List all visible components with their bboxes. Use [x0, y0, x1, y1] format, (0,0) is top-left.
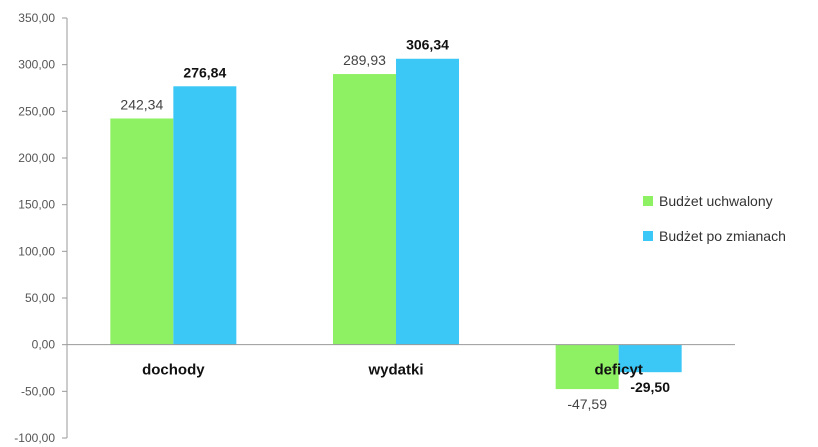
y-tick-label: 50,00 [25, 291, 55, 305]
y-tick-label: 350,00 [18, 11, 55, 25]
value-labels: 242,34 289,93 -47,59 276,84 306,34 -29,50 [120, 37, 670, 412]
bar-deficyt-series-0 [555, 344, 619, 390]
y-tick-label: 150,00 [18, 198, 55, 212]
legend-swatch [643, 196, 653, 206]
legend-label: Budżet uchwalony [659, 193, 773, 209]
value-label: 306,34 [406, 37, 449, 53]
y-tick-label: 0,00 [32, 338, 56, 352]
bars [110, 58, 682, 390]
y-tick-label: 100,00 [18, 244, 55, 258]
value-label: 242,34 [120, 96, 163, 112]
category-label: wydatki [367, 362, 423, 379]
bar-deficyt-series-1 [618, 344, 682, 373]
value-label: 289,93 [343, 52, 386, 68]
value-label: -29,50 [630, 379, 670, 395]
bar-dochody-series-0 [110, 118, 174, 345]
category-label: dochody [142, 362, 205, 379]
y-tick-label: 250,00 [18, 104, 55, 118]
category-labels: dochody wydatki deficyt [142, 362, 643, 379]
y-tick-label: -50,00 [21, 384, 55, 398]
y-tick-label: 200,00 [18, 151, 55, 165]
y-tick-label: 300,00 [18, 58, 55, 72]
legend: Budżet uchwalony Budżet po zmianach [643, 193, 786, 244]
bar-dochody-series-1 [173, 86, 237, 345]
y-axis: 350,00 300,00 250,00 200,00 150,00 100,00 50,0… [14, 11, 68, 445]
legend-swatch [643, 231, 653, 241]
value-label: 276,84 [183, 64, 226, 80]
legend-label: Budżet po zmianach [659, 228, 786, 244]
bar-wydatki-series-0 [333, 74, 396, 345]
bar-wydatki-series-1 [396, 58, 459, 345]
y-tick-label: -100,00 [14, 431, 55, 445]
category-label: deficyt [594, 362, 642, 379]
value-label: -47,59 [567, 396, 607, 412]
